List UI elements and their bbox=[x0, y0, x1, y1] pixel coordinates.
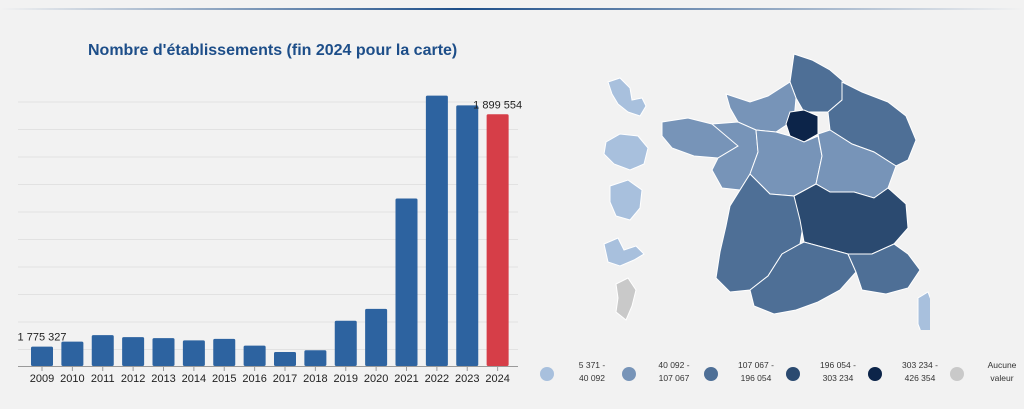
data-label: 1 899 554 bbox=[473, 99, 522, 111]
x-tick-label: 2011 bbox=[91, 373, 115, 385]
x-tick-label: 2022 bbox=[425, 373, 449, 385]
bar-2015[interactable] bbox=[213, 338, 236, 366]
bar-2012[interactable] bbox=[122, 337, 145, 366]
legend-item[interactable]: Aucune valeur bbox=[940, 355, 1024, 405]
x-tick-label: 2013 bbox=[151, 373, 175, 385]
x-tick-label: 2017 bbox=[273, 373, 297, 385]
legend-item[interactable]: 303 234 -426 354 bbox=[858, 355, 948, 405]
legend-swatch bbox=[950, 367, 964, 381]
bar-2013[interactable] bbox=[152, 338, 175, 366]
legend-item[interactable]: 196 054 -303 234 bbox=[776, 355, 866, 405]
bar-2017[interactable] bbox=[274, 351, 296, 366]
x-tick-label: 2024 bbox=[485, 373, 509, 385]
legend-label: 5 371 -40 092 bbox=[578, 360, 606, 383]
bar-2022[interactable] bbox=[425, 95, 448, 366]
data-label: 1 775 327 bbox=[18, 332, 67, 344]
map-region-guadeloupe bbox=[607, 77, 647, 117]
x-tick-label: 2020 bbox=[364, 373, 388, 385]
bar-2016[interactable] bbox=[243, 345, 266, 366]
x-tick-label: 2018 bbox=[303, 373, 327, 385]
map-region-hauts-de-france bbox=[789, 53, 845, 113]
map-region-martinique bbox=[603, 133, 649, 171]
bar-2011[interactable] bbox=[91, 335, 114, 366]
legend-swatch bbox=[540, 367, 554, 381]
x-tick-label: 2012 bbox=[121, 373, 145, 385]
map-region-guyane bbox=[609, 179, 643, 221]
legend-swatch bbox=[786, 367, 800, 381]
x-tick-label: 2009 bbox=[30, 373, 54, 385]
x-tick-label: 2016 bbox=[242, 373, 266, 385]
legend-item[interactable]: 5 371 -40 092 bbox=[530, 355, 620, 405]
legend-label: 40 092 -107 067 bbox=[658, 360, 690, 383]
bar-2009[interactable] bbox=[31, 346, 53, 366]
x-tick-label: 2021 bbox=[394, 373, 418, 385]
map-region-provence-alpes-cote-d-azur bbox=[847, 243, 921, 295]
x-tick-label: 2023 bbox=[455, 373, 479, 385]
legend-label: 303 234 -426 354 bbox=[902, 360, 938, 383]
map-legend: 5 371 -40 092 40 092 -107 067 107 067 -196… bbox=[530, 355, 1024, 409]
legend-label: Aucune valeur bbox=[987, 360, 1017, 383]
bar-2019[interactable] bbox=[334, 320, 357, 366]
legend-swatch bbox=[704, 367, 718, 381]
bar-2014[interactable] bbox=[182, 340, 205, 366]
bar-2024[interactable] bbox=[486, 114, 509, 366]
x-tick-label: 2015 bbox=[212, 373, 236, 385]
legend-swatch bbox=[622, 367, 636, 381]
map-region-ile-de-france bbox=[785, 109, 819, 143]
bar-2023[interactable] bbox=[456, 105, 479, 366]
bar-2020[interactable] bbox=[365, 308, 388, 366]
legend-item[interactable]: 40 092 -107 067 bbox=[612, 355, 702, 405]
bar-2010[interactable] bbox=[61, 341, 84, 366]
legend-swatch bbox=[868, 367, 882, 381]
legend-label: 196 054 -303 234 bbox=[820, 360, 856, 383]
legend-label: 107 067 -196 054 bbox=[738, 360, 774, 383]
x-tick-label: 2014 bbox=[182, 373, 206, 385]
x-tick-label: 2019 bbox=[334, 373, 358, 385]
legend-item[interactable]: 107 067 -196 054 bbox=[694, 355, 784, 405]
bar-2018[interactable] bbox=[304, 350, 327, 366]
map-region-corse bbox=[917, 291, 930, 330]
chart-title: Nombre d'établissements (fin 2024 pour l… bbox=[88, 42, 458, 59]
map-region-reunion bbox=[603, 237, 645, 267]
bar-2021[interactable] bbox=[395, 198, 418, 366]
france-region-map bbox=[603, 53, 930, 330]
x-tick-label: 2010 bbox=[60, 373, 84, 385]
bar-chart: 2009 1 775 327 2010 2011 2012 2013 2014 2015 201… bbox=[18, 95, 522, 385]
map-region-mayotte bbox=[615, 277, 637, 321]
top-divider bbox=[0, 8, 1024, 10]
